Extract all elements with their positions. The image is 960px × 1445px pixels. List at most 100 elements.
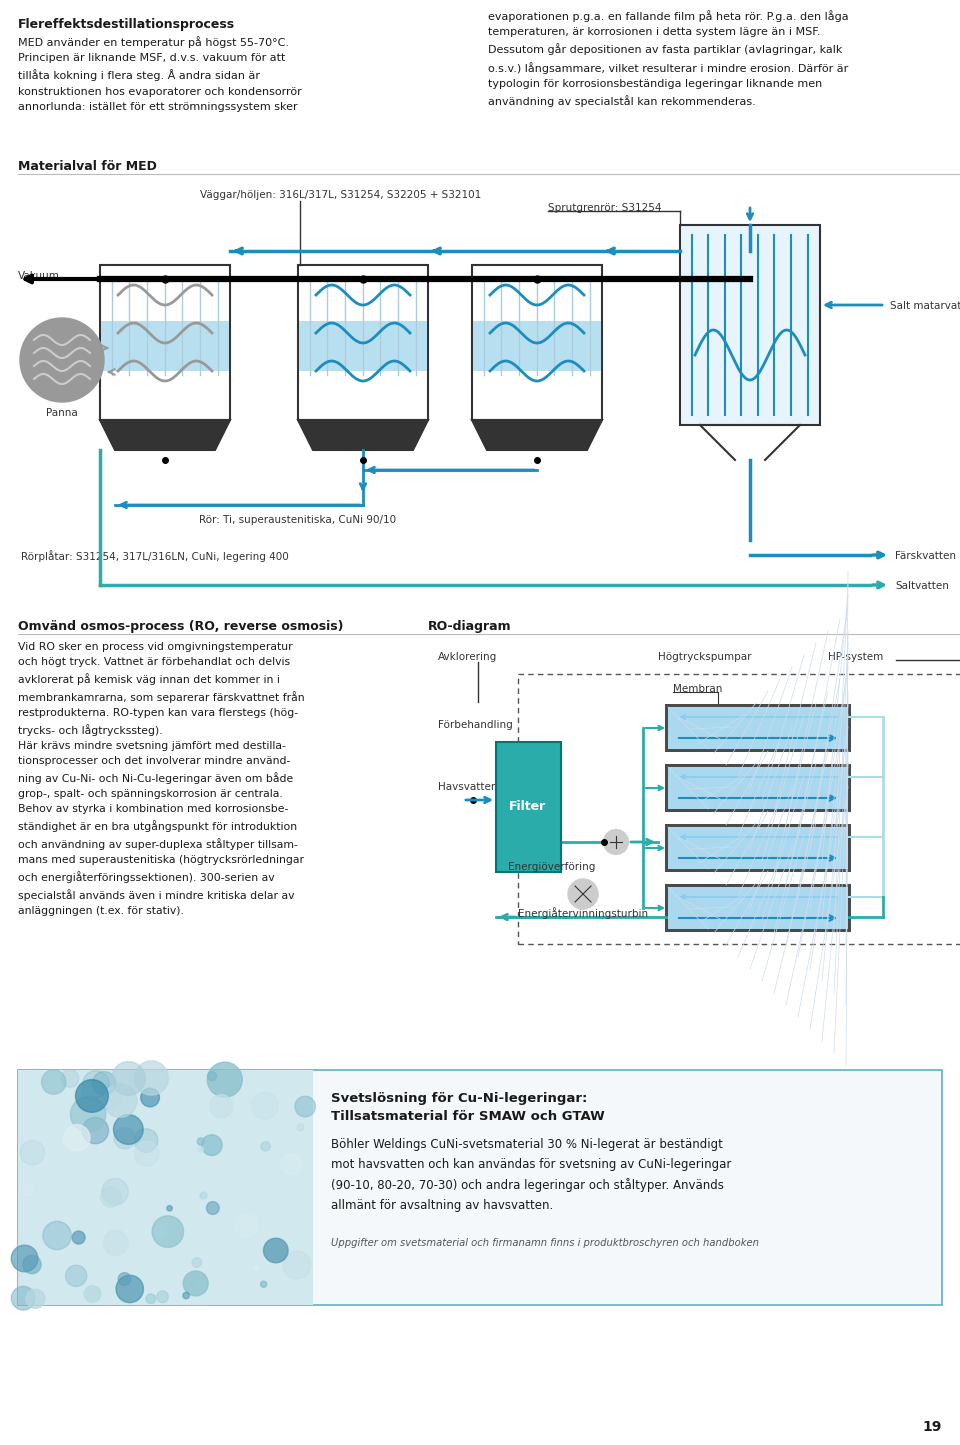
Bar	[668, 887, 848, 929]
Text: Omvänd osmos-process (RO, reverse osmosis): Omvänd osmos-process (RO, reverse osmosi…	[18, 620, 344, 633]
Circle shape	[83, 1071, 109, 1097]
Circle shape	[183, 1272, 208, 1296]
Circle shape	[167, 1205, 172, 1211]
Bar	[518, 673, 960, 944]
Circle shape	[20, 1140, 44, 1165]
Circle shape	[198, 1146, 204, 1153]
Text: Böhler Weldings CuNi-svetsmaterial 30 % Ni-legerat är beständigt
mot havsvatten : Böhler Weldings CuNi-svetsmaterial 30 % …	[331, 1139, 732, 1212]
Circle shape	[118, 1273, 131, 1286]
Circle shape	[26, 1289, 45, 1308]
Circle shape	[101, 1186, 121, 1207]
Circle shape	[83, 1117, 108, 1143]
Text: RO-diagram: RO-diagram	[428, 620, 512, 633]
Circle shape	[72, 1231, 85, 1244]
Text: Saltvatten: Saltvatten	[895, 581, 948, 591]
Circle shape	[65, 1266, 86, 1286]
Polygon shape	[472, 420, 602, 449]
Circle shape	[134, 1142, 159, 1166]
Circle shape	[61, 1069, 79, 1087]
Text: Energiåtervinningsturbin: Energiåtervinningsturbin	[518, 907, 648, 919]
Circle shape	[568, 879, 598, 909]
Circle shape	[235, 1214, 258, 1237]
Bar	[298, 264, 428, 420]
Bar	[668, 767, 848, 809]
Bar	[101, 321, 229, 371]
Bar	[473, 321, 601, 371]
Circle shape	[84, 1286, 101, 1302]
Circle shape	[104, 1084, 137, 1117]
Text: Förbehandling: Förbehandling	[438, 720, 513, 730]
Circle shape	[134, 1061, 168, 1095]
Circle shape	[102, 1179, 129, 1205]
Text: Rörplåtar: S31254, 317L/316LN, CuNi, legering 400: Rörplåtar: S31254, 317L/316LN, CuNi, leg…	[21, 551, 289, 562]
Circle shape	[70, 1097, 106, 1131]
Circle shape	[197, 1137, 204, 1146]
Text: Sprutgrenrör: S31254: Sprutgrenrör: S31254	[548, 202, 661, 212]
Circle shape	[82, 1085, 95, 1100]
Text: Havsvatten: Havsvatten	[438, 782, 497, 792]
Bar	[299, 321, 427, 371]
Circle shape	[206, 1202, 219, 1214]
Circle shape	[200, 1192, 207, 1199]
Bar	[18, 1069, 313, 1305]
Circle shape	[183, 1292, 189, 1299]
Text: Vakuum: Vakuum	[18, 272, 60, 280]
Text: Panna: Panna	[46, 407, 78, 418]
Circle shape	[20, 318, 104, 402]
Bar	[668, 827, 848, 868]
Circle shape	[114, 1127, 135, 1149]
Text: Materialval för MED: Materialval för MED	[18, 160, 156, 173]
Text: Vid RO sker en process vid omgivningstemperatur
och högt tryck. Vattnet är förbe: Vid RO sker en process vid omgivningstem…	[18, 642, 304, 916]
Circle shape	[252, 1092, 278, 1118]
Circle shape	[297, 1124, 304, 1131]
Circle shape	[146, 1293, 156, 1303]
Circle shape	[209, 1095, 233, 1118]
Bar	[100, 264, 230, 420]
Circle shape	[604, 829, 628, 854]
Text: 19: 19	[923, 1420, 942, 1433]
Circle shape	[207, 1062, 242, 1097]
Circle shape	[12, 1246, 37, 1272]
Bar	[665, 704, 851, 751]
Bar	[665, 884, 851, 932]
Circle shape	[12, 1286, 36, 1311]
Circle shape	[41, 1069, 66, 1094]
Text: Högtryckspumpar: Högtryckspumpar	[658, 652, 752, 662]
Circle shape	[141, 1088, 159, 1107]
Text: Flereffektsdestillationsprocess: Flereffektsdestillationsprocess	[18, 17, 235, 30]
Bar	[472, 264, 602, 420]
Circle shape	[202, 1134, 222, 1156]
Circle shape	[63, 1124, 90, 1152]
Bar	[665, 764, 851, 812]
Circle shape	[260, 1282, 267, 1287]
Text: Rör: Ti, superaustenitiska, CuNi 90/10: Rör: Ti, superaustenitiska, CuNi 90/10	[200, 514, 396, 525]
Polygon shape	[298, 420, 428, 449]
Text: HP-system: HP-system	[828, 652, 883, 662]
Text: Filter: Filter	[510, 801, 546, 814]
Text: Färskvatten: Färskvatten	[895, 551, 956, 561]
Circle shape	[111, 1062, 145, 1095]
Circle shape	[76, 1079, 108, 1113]
Bar	[18, 1069, 942, 1305]
Circle shape	[97, 1084, 123, 1110]
Circle shape	[190, 1279, 197, 1286]
Bar	[665, 824, 851, 871]
Circle shape	[207, 1072, 217, 1081]
Circle shape	[134, 1129, 157, 1152]
Bar	[680, 225, 820, 425]
Circle shape	[264, 1238, 288, 1263]
Circle shape	[152, 1215, 183, 1247]
Circle shape	[280, 1155, 301, 1175]
Text: Salt matarvatten: Salt matarvatten	[890, 301, 960, 311]
Circle shape	[283, 1251, 311, 1279]
Bar	[668, 707, 848, 749]
Bar	[496, 741, 561, 871]
Circle shape	[192, 1257, 202, 1267]
Circle shape	[155, 1224, 167, 1237]
Circle shape	[261, 1142, 271, 1152]
Text: Väggar/höljen: 316L/317L, S31254, S32205 + S32101: Väggar/höljen: 316L/317L, S31254, S32205…	[200, 189, 481, 199]
Polygon shape	[100, 420, 230, 449]
Text: evaporationen p.g.a. en fallande film på heta rör. P.g.a. den låga
temperaturen,: evaporationen p.g.a. en fallande film på…	[488, 10, 849, 107]
Circle shape	[104, 1231, 128, 1256]
Circle shape	[156, 1290, 168, 1302]
